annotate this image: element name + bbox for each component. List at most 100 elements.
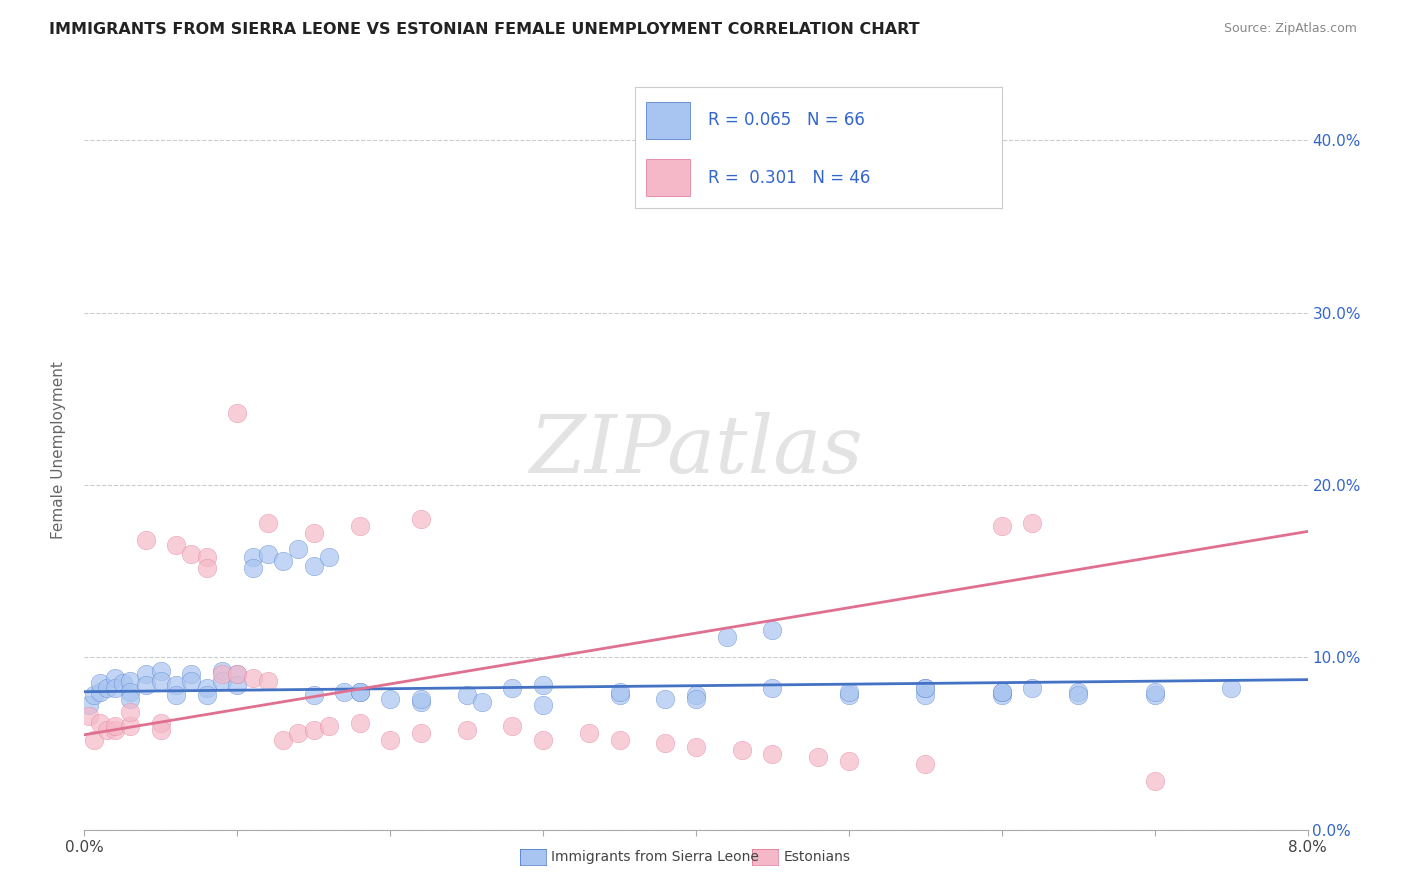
Point <box>380 733 402 747</box>
Point <box>111 676 134 690</box>
Point <box>654 691 676 706</box>
Point <box>1021 516 1043 530</box>
Point <box>287 541 309 556</box>
Y-axis label: Female Unemployment: Female Unemployment <box>51 361 66 540</box>
Point <box>120 691 142 706</box>
Point <box>180 547 202 561</box>
Point <box>104 723 127 737</box>
Point <box>165 538 187 552</box>
Point <box>120 706 142 720</box>
Point <box>685 739 707 754</box>
Point <box>578 726 600 740</box>
Point <box>77 708 100 723</box>
Point <box>104 719 127 733</box>
Point <box>96 723 118 737</box>
Point <box>195 560 218 574</box>
Point <box>1021 681 1043 696</box>
Point <box>83 733 105 747</box>
Point <box>531 733 554 747</box>
Point <box>302 558 325 573</box>
Point <box>914 681 936 696</box>
Text: IMMIGRANTS FROM SIERRA LEONE VS ESTONIAN FEMALE UNEMPLOYMENT CORRELATION CHART: IMMIGRANTS FROM SIERRA LEONE VS ESTONIAN… <box>49 22 920 37</box>
Point <box>318 550 340 565</box>
Point <box>104 671 127 685</box>
Point <box>165 688 187 702</box>
Point <box>716 630 738 644</box>
Point <box>349 519 371 533</box>
Point <box>502 719 524 733</box>
Point <box>731 743 754 757</box>
Point <box>502 681 524 696</box>
Point <box>83 688 105 702</box>
Point <box>380 691 402 706</box>
Point <box>135 667 157 681</box>
Point <box>242 560 264 574</box>
Point <box>104 681 127 696</box>
Point <box>531 698 554 713</box>
Point <box>761 747 783 761</box>
Point <box>149 715 172 730</box>
Point <box>1143 684 1166 698</box>
Point <box>685 688 707 702</box>
Point <box>914 688 936 702</box>
Point <box>271 733 294 747</box>
Point <box>1143 774 1166 789</box>
Point <box>195 550 218 565</box>
Point <box>471 695 494 709</box>
Point <box>211 667 233 681</box>
Point <box>761 623 783 637</box>
Point <box>409 512 432 526</box>
Point <box>609 688 631 702</box>
Point <box>991 519 1014 533</box>
Point <box>120 684 142 698</box>
Point <box>89 684 111 698</box>
Point <box>838 684 860 698</box>
Point <box>89 715 111 730</box>
Point <box>1067 684 1090 698</box>
Point <box>180 674 202 689</box>
Point <box>1143 688 1166 702</box>
Text: Immigrants from Sierra Leone: Immigrants from Sierra Leone <box>551 850 759 864</box>
Point <box>165 678 187 692</box>
Point <box>211 674 233 689</box>
Point <box>135 678 157 692</box>
Point <box>257 516 280 530</box>
Point <box>195 688 218 702</box>
Point <box>287 726 309 740</box>
Point <box>654 736 676 750</box>
Text: Estonians: Estonians <box>783 850 851 864</box>
Point <box>531 678 554 692</box>
Point <box>1067 688 1090 702</box>
Point <box>609 733 631 747</box>
Point <box>120 719 142 733</box>
Point <box>914 757 936 772</box>
Point <box>349 684 371 698</box>
Point <box>120 674 142 689</box>
Point <box>226 667 249 681</box>
Point <box>242 671 264 685</box>
Point <box>318 719 340 733</box>
Point <box>991 684 1014 698</box>
Point <box>226 667 249 681</box>
Point <box>409 726 432 740</box>
Point <box>149 664 172 678</box>
Point <box>991 688 1014 702</box>
Point <box>456 723 478 737</box>
Point <box>609 684 631 698</box>
Point <box>991 684 1014 698</box>
Point <box>333 684 356 698</box>
Point <box>761 681 783 696</box>
Point <box>302 526 325 541</box>
Point <box>685 691 707 706</box>
Text: Source: ZipAtlas.com: Source: ZipAtlas.com <box>1223 22 1357 36</box>
Point <box>456 688 478 702</box>
Text: ZIPatlas: ZIPatlas <box>529 412 863 489</box>
Point <box>149 674 172 689</box>
Point <box>211 664 233 678</box>
Point <box>77 698 100 713</box>
Point <box>302 688 325 702</box>
Point <box>242 550 264 565</box>
Point <box>914 681 936 696</box>
Point <box>226 405 249 420</box>
Point <box>409 691 432 706</box>
